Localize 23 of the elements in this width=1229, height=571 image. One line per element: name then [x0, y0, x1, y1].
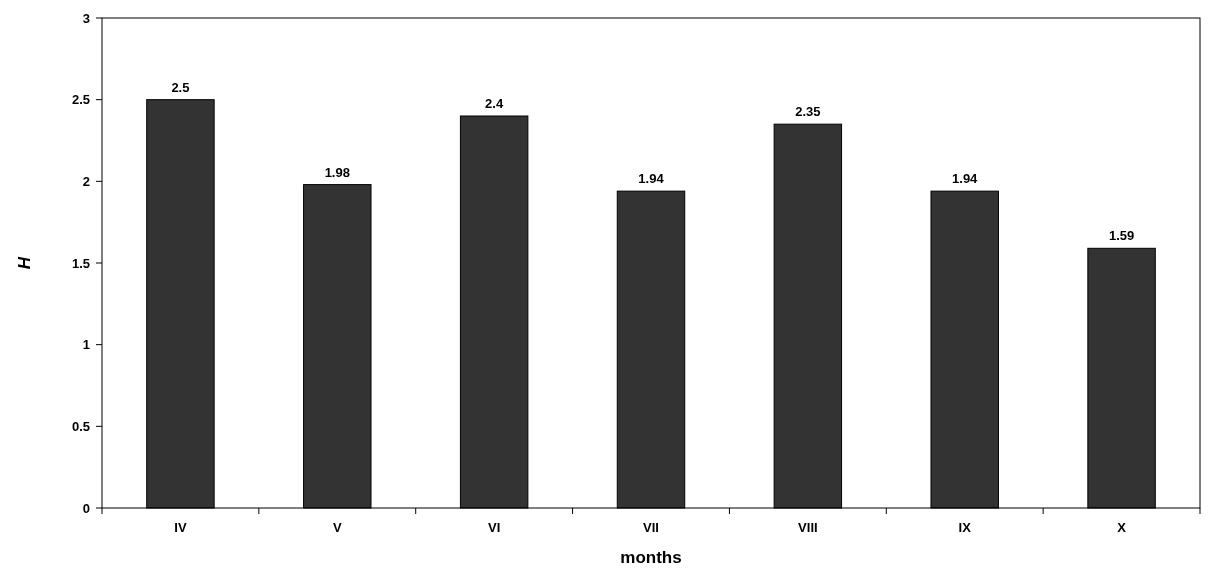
data-label: 1.59: [1108, 228, 1135, 244]
x-tick-label: VIII: [798, 520, 818, 535]
data-label: 1.94: [952, 171, 979, 187]
data-label: 1.94: [638, 171, 665, 187]
data-label: 2.35: [795, 104, 821, 120]
y-tick-label: 2.5: [71, 92, 90, 108]
y-tick-label: 1: [82, 337, 90, 353]
y-tick-label: 2: [82, 173, 90, 189]
x-tick-label: IX: [958, 520, 972, 535]
data-label: 1.98: [324, 164, 350, 180]
y-tick-label: 0.5: [71, 418, 90, 434]
x-tick-label: VII: [643, 520, 659, 535]
x-tick-label: X: [1117, 520, 1127, 535]
x-axis-title: months: [620, 548, 682, 567]
y-tick-label: 0: [82, 500, 90, 516]
data-label: 2.5: [171, 79, 190, 95]
data-label: 2.4: [485, 96, 504, 111]
y-tick-label: 1.5: [71, 255, 90, 271]
y-tick-label: 3: [82, 10, 90, 26]
x-tick-label: V: [332, 520, 342, 535]
x-tick-label: VI: [487, 520, 501, 535]
x-tick-label: IV: [174, 520, 187, 535]
y-axis-title: H: [15, 256, 34, 270]
